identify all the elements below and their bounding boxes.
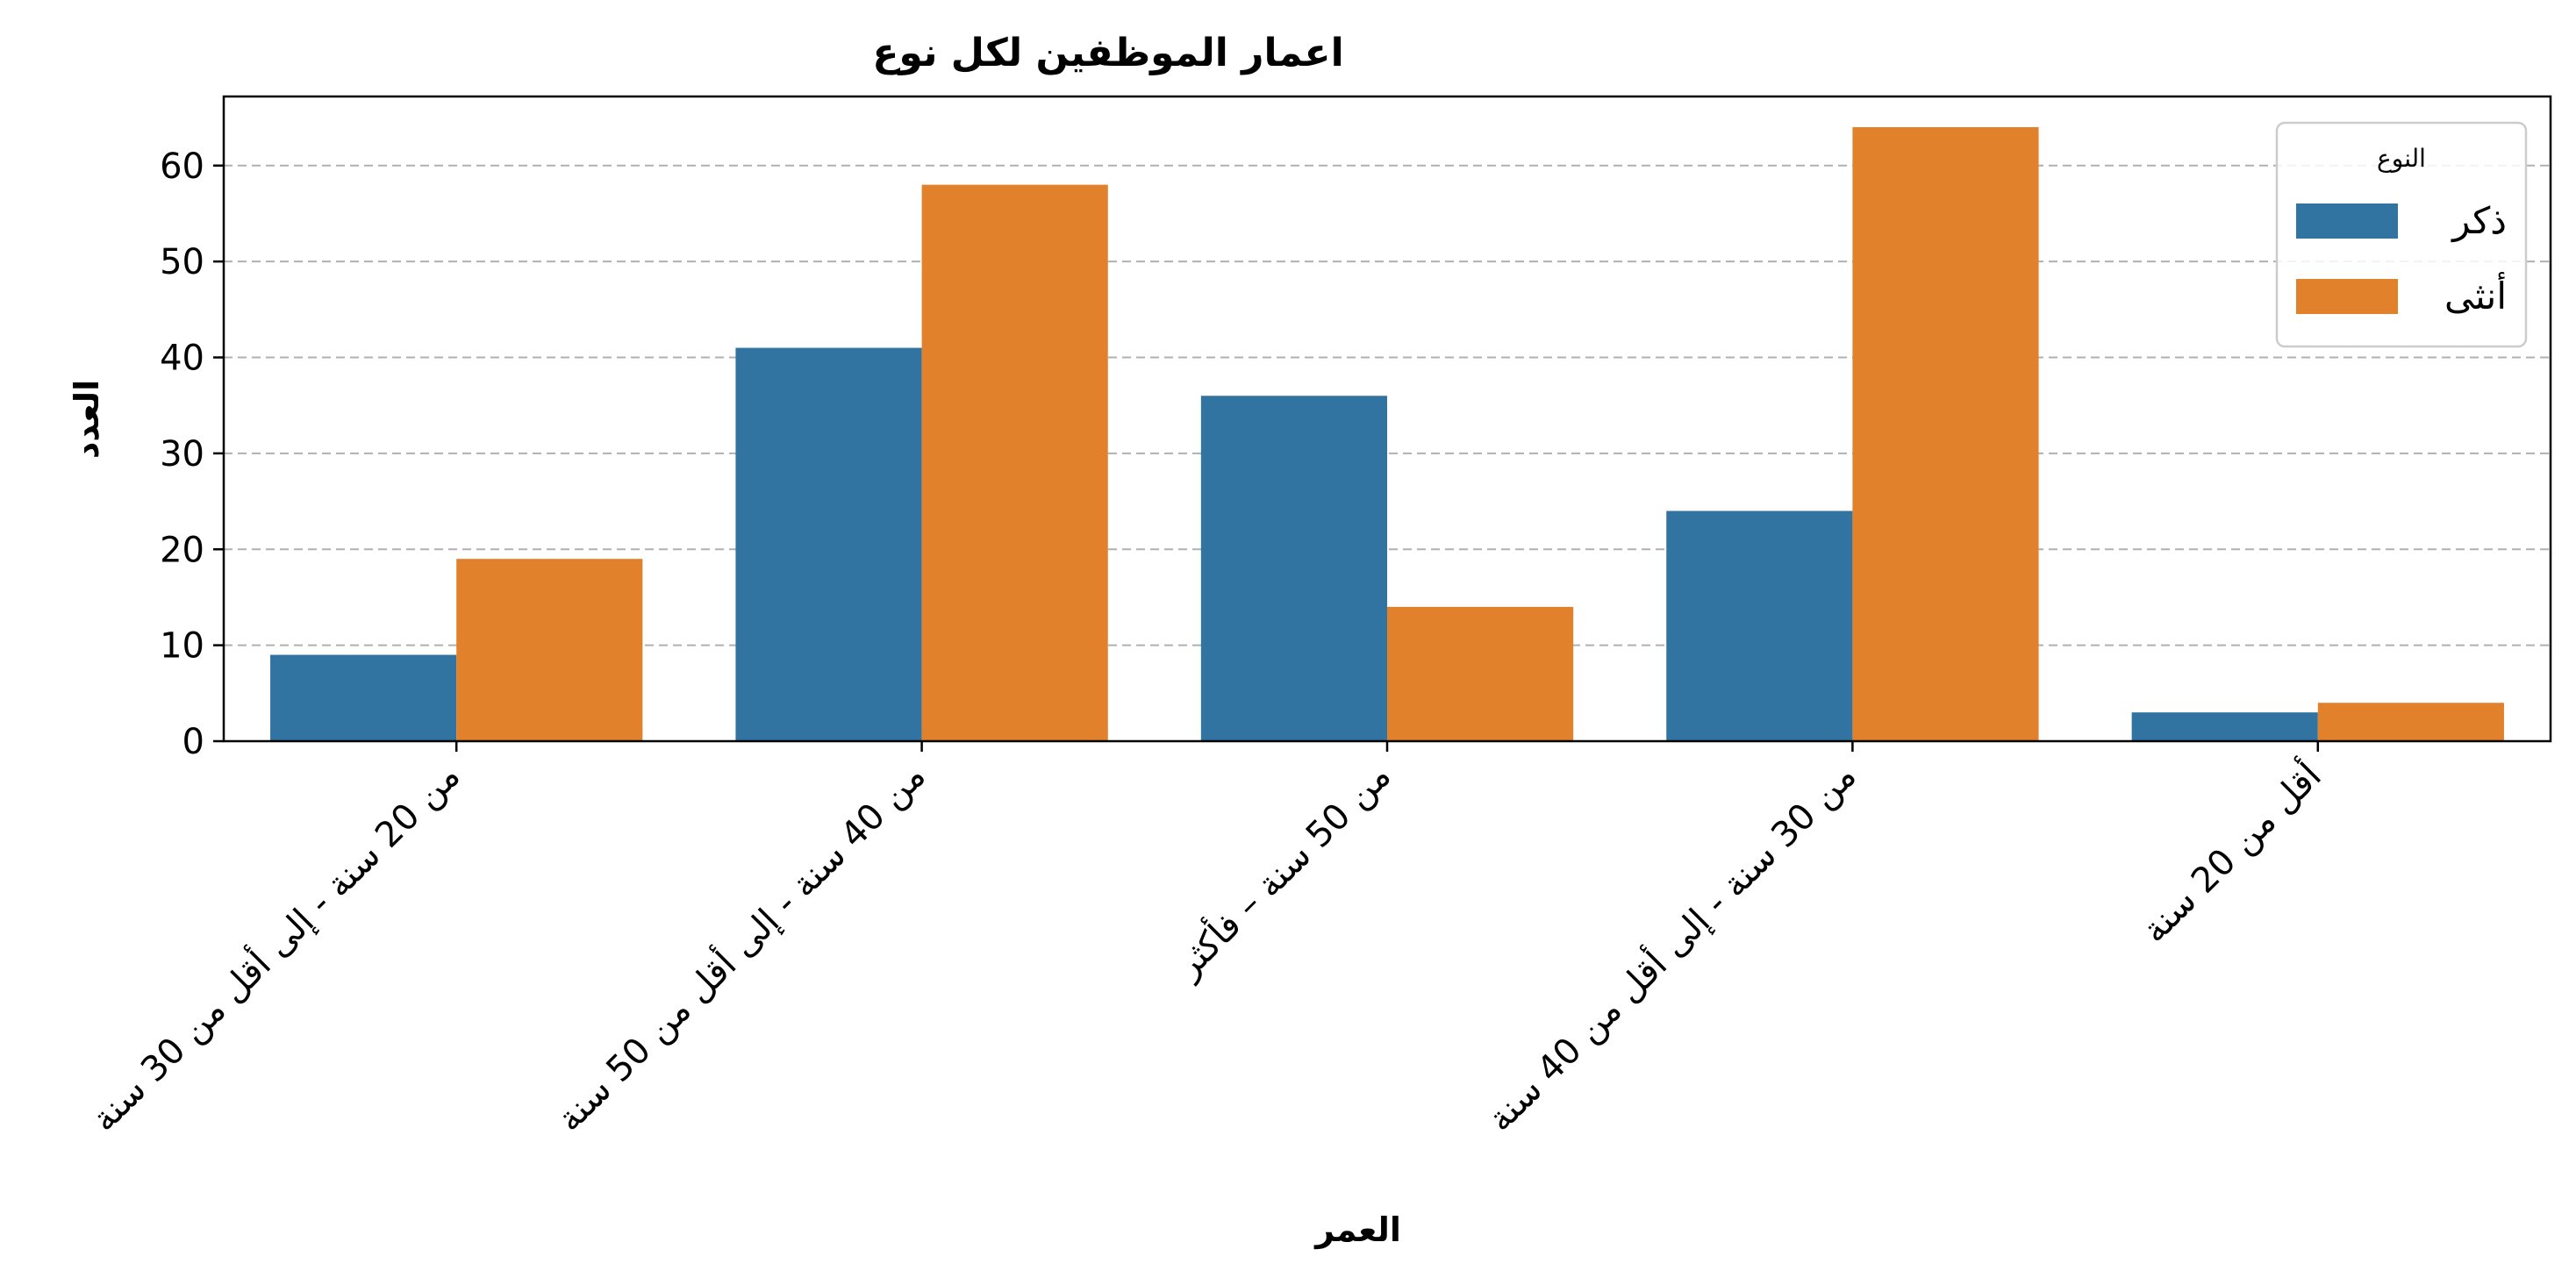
y-tick-label: 20 [160,530,204,570]
legend-swatch [2296,279,2398,314]
legend-swatch [2296,203,2398,239]
bar-male-0 [270,654,457,741]
bar-female-3 [1852,127,2039,741]
y-tick-label: 60 [160,146,204,187]
legend-label: ذكر [2451,199,2507,242]
bar-male-1 [735,347,922,741]
legend-label: أنثى [2444,272,2507,318]
bars [270,127,2504,741]
bar-male-3 [1666,510,1853,741]
x-axis-title: العمر [1313,1210,1401,1249]
bar-male-2 [1200,396,1387,741]
legend-title: النوع [2377,144,2426,173]
bar-female-4 [2317,703,2504,741]
x-category-label: من 50 سنة – فأكثر [1164,753,1399,987]
y-tick-label: 40 [160,339,204,379]
bar-female-1 [921,184,1108,741]
y-axis-title: العدد [68,380,106,459]
legend-items: ذكر أنثى [2296,199,2507,318]
y-axis: 0 10 20 30 40 50 60 [160,146,224,762]
y-tick-label: 10 [160,626,204,667]
x-category-label: من 30 سنة - إلى أقل من 40 سنة [1478,753,1864,1139]
chart-title: اعمار الموظفين لكل نوع [872,31,1343,75]
bar-female-2 [1387,606,1574,741]
y-tick-label: 0 [182,722,204,762]
legend: النوع ذكر أنثى [2275,121,2528,348]
grid-lines [224,164,2551,646]
bar-male-4 [2131,712,2318,741]
y-tick-label: 30 [160,434,204,475]
x-category-label: من 20 سنة - إلى أقل من 30 سنة [82,753,468,1139]
y-tick-label: 50 [160,242,204,282]
x-category-label: أقل من 20 سنة [2132,753,2329,951]
bar-female-0 [456,559,643,741]
x-category-label: من 40 سنة - إلى أقل من 50 سنة [547,753,933,1139]
